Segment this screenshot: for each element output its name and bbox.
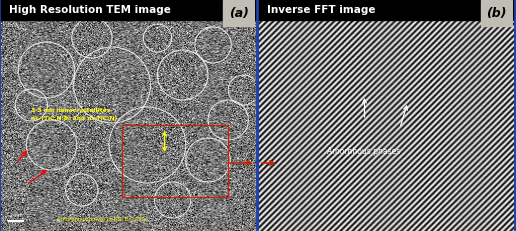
Bar [223, 0, 255, 26]
Bar [122, 125, 228, 197]
Text: Inverse FFT image: Inverse FFT image [267, 5, 375, 15]
Text: Amorphous phases: Amorphous phases [327, 148, 400, 156]
Text: 2 nm: 2 nm [10, 213, 23, 218]
Text: Amorphous phase (a-BN; B₂C,TiB₂): Amorphous phase (a-BN; B₂C,TiB₂) [57, 217, 147, 222]
Bar [259, 0, 513, 20]
Text: (b): (b) [487, 6, 507, 19]
Text: High Resolution TEM image: High Resolution TEM image [9, 5, 171, 15]
Bar [1, 0, 255, 20]
Text: nc-(TiC,N:B₀ and nc-TiC₂N): nc-(TiC,N:B₀ and nc-TiC₂N) [31, 116, 118, 121]
Text: (a): (a) [229, 6, 249, 19]
Bar [480, 0, 513, 26]
Text: 3-5 nm nanocrystallites: 3-5 nm nanocrystallites [31, 108, 110, 113]
